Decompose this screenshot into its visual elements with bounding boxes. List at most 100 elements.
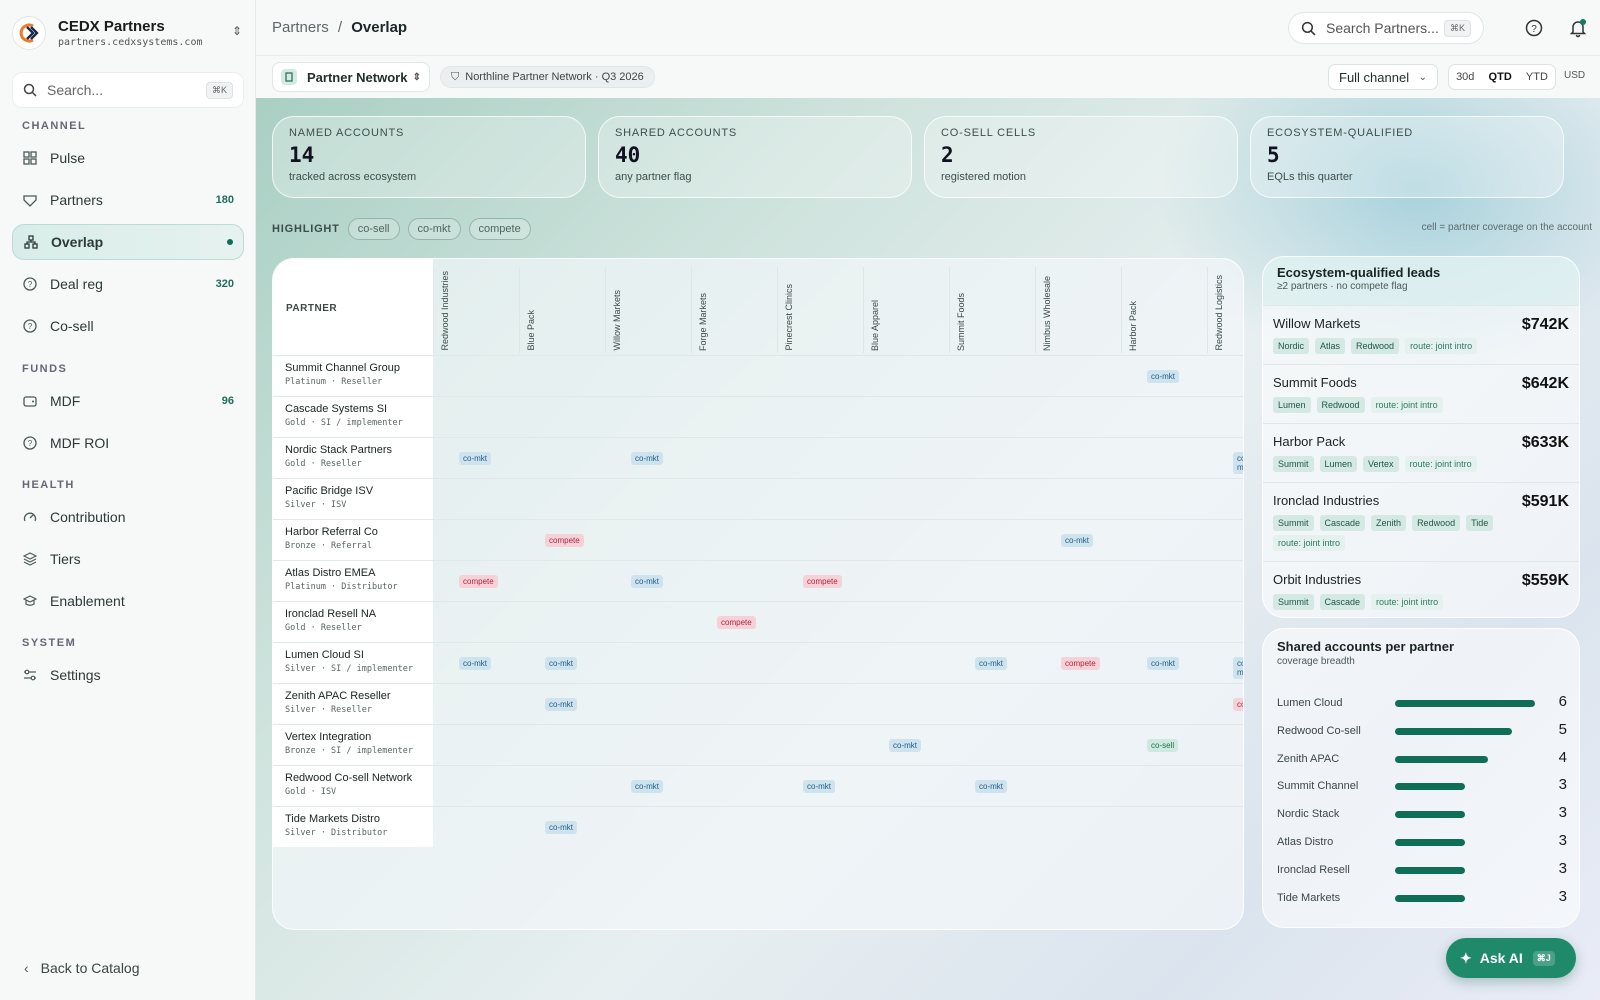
sidebar-item-contribution[interactable]: Contribution (12, 499, 244, 535)
matrix-cell-tag[interactable]: co-mkt (631, 780, 663, 793)
matrix-cell-tag[interactable]: compete (717, 616, 756, 629)
sidebar-item-deal-reg[interactable]: ? Deal reg 320 (12, 266, 244, 302)
matrix-cell-tag[interactable]: co-sell (1147, 739, 1179, 752)
network-context-label: Northline Partner Network · Q3 2026 (465, 71, 644, 83)
sidebar-item-co-sell[interactable]: ? Co-sell (12, 308, 244, 344)
matrix-column-label: Blue Pack (526, 310, 536, 351)
matrix-cell-tag[interactable]: co-mkt (459, 452, 491, 465)
sidebar-item-partners[interactable]: Partners 180 (12, 182, 244, 218)
help-icon[interactable]: ? (1524, 18, 1544, 38)
highlight-chip-co-sell[interactable]: co-sell (347, 218, 400, 240)
partner-meta: Gold · ISV (285, 787, 337, 797)
matrix-column-header[interactable]: Summit Foods (949, 267, 1035, 353)
partner-search-placeholder: Search Partners... (1326, 20, 1439, 36)
matrix-cell-tag[interactable]: co-mkt (545, 657, 577, 670)
eql-lead-row[interactable]: Summit Foods $642K Lumen Redwood route: join… (1263, 364, 1579, 423)
help-circle-icon: ? (22, 318, 38, 334)
matrix-row-label[interactable]: Zenith APAC Reseller Silver · Reseller (273, 684, 433, 724)
brand-switcher[interactable]: CEDX Partners partners.cedxsystems.com ⇕ (12, 12, 244, 54)
matrix-cell-tag[interactable]: compete (1061, 657, 1100, 670)
matrix-cell-tag[interactable]: co-mkt (459, 657, 491, 670)
matrix-cell-tag[interactable]: co-mkt (1061, 534, 1093, 547)
matrix-cell-tag[interactable]: compete (459, 575, 498, 588)
matrix-row-label[interactable]: Cascade Systems SI Gold · SI / implemente… (273, 397, 433, 437)
eql-lead-row[interactable]: Willow Markets $742K Nordic Atlas Redwood rou… (1263, 305, 1579, 364)
matrix-row-label[interactable]: Atlas Distro EMEA Platinum · Distributor (273, 561, 433, 601)
matrix-cell-tag[interactable]: co-mkt (631, 575, 663, 588)
matrix-row-label[interactable]: Harbor Referral Co Bronze · Referral (273, 520, 433, 560)
partner-header-label: PARTNER (286, 303, 338, 314)
sidebar-item-count: 180 (215, 194, 234, 206)
sidebar-item-enablement[interactable]: Enablement (12, 583, 244, 619)
matrix-row-label[interactable]: Summit Channel Group Platinum · Reseller (273, 356, 433, 396)
sidebar-item-overlap[interactable]: Overlap (12, 224, 244, 260)
matrix-cell-tag[interactable]: co-mkt (975, 657, 1007, 670)
period-toggle: 30d QTD YTD (1448, 64, 1556, 90)
kpi-value: 5 (1267, 143, 1280, 167)
matrix-row: Tide Markets Distro Silver · Distributor c… (273, 806, 1243, 847)
shared-bar-track (1395, 700, 1535, 707)
matrix-row: Zenith APAC Reseller Silver · Reseller co-… (273, 683, 1243, 724)
sidebar-search[interactable]: Search... ⌘K (12, 72, 244, 108)
matrix-column-header[interactable]: Redwood Logistics (1207, 267, 1243, 353)
channel-select[interactable]: Full channel ⌄ (1328, 64, 1438, 90)
matrix-cell-tag[interactable]: compete (803, 575, 842, 588)
matrix-cell-tag[interactable]: co-mkt (889, 739, 921, 752)
ask-ai-button[interactable]: ✦ Ask AI ⌘J (1446, 938, 1576, 978)
currency-label[interactable]: USD (1564, 70, 1586, 81)
matrix-cell-tag[interactable]: co-mkt (1147, 657, 1179, 670)
matrix-column-header[interactable]: Redwood Industries (433, 267, 519, 353)
notification-bell-icon[interactable] (1568, 18, 1588, 38)
matrix-column-header[interactable]: Pinecrest Clinics (777, 267, 863, 353)
matrix-cell-tag[interactable]: co-mkt (1233, 657, 1243, 679)
period-qtd[interactable]: QTD (1488, 71, 1512, 83)
help-circle-icon: ? (22, 435, 38, 451)
breadcrumb-parent[interactable]: Partners (272, 19, 329, 36)
matrix-cell-tag[interactable]: co-mkt (545, 698, 577, 711)
period-30d[interactable]: 30d (1456, 71, 1475, 83)
matrix-column-header[interactable]: Harbor Pack (1121, 267, 1207, 353)
matrix-row-label[interactable]: Tide Markets Distro Silver · Distributor (273, 807, 433, 847)
matrix-row-label[interactable]: Nordic Stack Partners Gold · Reseller (273, 438, 433, 478)
sidebar-item-mdf-roi[interactable]: ? MDF ROI (12, 425, 244, 461)
sidebar-item-settings[interactable]: Settings (12, 657, 244, 693)
matrix-column-header[interactable]: Blue Apparel (863, 267, 949, 353)
eql-lead-row[interactable]: Orbit Industries $559K Summit Cascade route:… (1263, 561, 1579, 617)
partner-meta: Gold · Reseller (285, 459, 362, 469)
sidebar-item-pulse[interactable]: Pulse (12, 140, 244, 176)
highlight-chip-compete[interactable]: compete (468, 218, 531, 240)
highlight-chip-co-mkt[interactable]: co-mkt (407, 218, 461, 240)
matrix-column-header[interactable]: Blue Pack (519, 267, 605, 353)
matrix-row-label[interactable]: Redwood Co-sell Network Gold · ISV (273, 766, 433, 806)
matrix-row-label[interactable]: Lumen Cloud SI Silver · SI / implementer (273, 643, 433, 683)
eql-lead-row[interactable]: Ironclad Industries $591K Summit Cascade Zen… (1263, 482, 1579, 561)
shared-bar-row: Nordic Stack 3 (1277, 804, 1573, 824)
shared-bar-row: Tide Markets 3 (1277, 888, 1573, 908)
back-to-catalog-link[interactable]: ‹ Back to Catalog (24, 960, 140, 976)
matrix-cell-tag[interactable]: co-mkt (545, 821, 577, 834)
matrix-row-label[interactable]: Vertex Integration Bronze · SI / implemen… (273, 725, 433, 765)
matrix-cell-tag[interactable]: co-mkt (631, 452, 663, 465)
matrix-column-header[interactable]: Willow Markets (605, 267, 691, 353)
matrix-cell-tag[interactable]: compete (545, 534, 584, 547)
matrix-row-label[interactable]: Pacific Bridge ISV Silver · ISV (273, 479, 433, 519)
matrix-column-header[interactable]: Nimbus Wholesale (1035, 267, 1121, 353)
sidebar-item-tiers[interactable]: Tiers (12, 541, 244, 577)
matrix-cell-tag[interactable]: co-mkt (803, 780, 835, 793)
matrix-cell-tag[interactable]: compete (1233, 698, 1243, 711)
matrix-cell-tag[interactable]: co-mkt (1147, 370, 1179, 383)
partner-meta: Bronze · Referral (285, 541, 372, 551)
eql-header: Ecosystem-qualified leads ≥2 partners · … (1263, 257, 1579, 305)
sidebar-item-mdf[interactable]: MDF 96 (12, 383, 244, 419)
period-ytd[interactable]: YTD (1525, 71, 1548, 83)
kpi-label: NAMED ACCOUNTS (289, 127, 405, 139)
matrix-column-header[interactable]: Forge Markets (691, 267, 777, 353)
shared-bar-fill (1395, 727, 1512, 735)
matrix-row-label[interactable]: Ironclad Resell NA Gold · Reseller (273, 602, 433, 642)
matrix-column-label: Nimbus Wholesale (1042, 275, 1052, 351)
partner-search-input[interactable]: Search Partners... ⌘K (1288, 12, 1484, 44)
matrix-cell-tag[interactable]: co-mkt (1233, 452, 1243, 474)
eql-lead-row[interactable]: Harbor Pack $633K Summit Lumen Vertex route: … (1263, 423, 1579, 482)
partner-network-select[interactable]: Partner Network ⇕ (272, 62, 430, 92)
matrix-cell-tag[interactable]: co-mkt (975, 780, 1007, 793)
